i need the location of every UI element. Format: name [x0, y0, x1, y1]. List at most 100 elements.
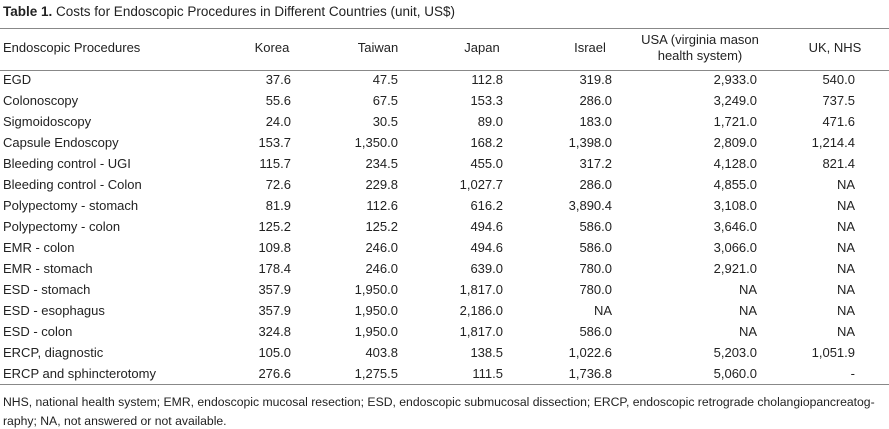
cell: 639.0: [470, 261, 503, 276]
cell: NA: [836, 261, 855, 276]
footnote-line: raphy; NA, not answered or not available…: [3, 414, 227, 428]
cell: NA: [738, 303, 757, 318]
row-label: Capsule Endoscopy: [3, 135, 119, 150]
row-label: Bleeding control - UGI: [3, 156, 131, 171]
cell: 112.6: [366, 198, 398, 213]
cell: NA: [836, 219, 855, 234]
cell: 72.6: [265, 177, 291, 192]
cell: 1,817.0: [459, 324, 503, 339]
cell: 1,950.0: [354, 282, 398, 297]
cell: 586.0: [579, 219, 612, 234]
cell: 1,350.0: [354, 135, 398, 150]
cell: 494.6: [470, 219, 503, 234]
cell: 234.5: [365, 156, 398, 171]
row-label: EMR - colon: [3, 240, 75, 255]
cell: 4,855.0: [713, 177, 757, 192]
row-label: ESD - colon: [3, 324, 73, 339]
cell: 1,275.5: [354, 366, 398, 381]
header-cell: Japan: [464, 40, 500, 55]
cell: 2,186.0: [459, 303, 503, 318]
cell: 1,736.8: [568, 366, 612, 381]
cell: 125.2: [258, 219, 291, 234]
cell: 2,933.0: [713, 72, 757, 87]
table-title: Costs for Endoscopic Procedures in Diffe…: [56, 4, 455, 19]
cell: 494.6: [470, 240, 503, 255]
cell: 178.4: [258, 261, 291, 276]
cell: 317.2: [579, 156, 612, 171]
cell: 780.0: [579, 282, 612, 297]
cell: 125.2: [365, 219, 398, 234]
cell: 1,022.6: [568, 345, 612, 360]
row-label: EMR - stomach: [3, 261, 93, 276]
header-cell: Endoscopic Procedures: [3, 40, 141, 55]
cell: 1,214.4: [811, 135, 855, 150]
cell: 1,950.0: [354, 303, 398, 318]
cell: NA: [738, 282, 757, 297]
header-cell: UK, NHS: [808, 40, 862, 55]
cell: 37.6: [265, 72, 291, 87]
cell: 2,809.0: [713, 135, 757, 150]
header-cell: USA (virginia mason health system): [641, 32, 759, 63]
table-caption: Table 1. Costs for Endoscopic Procedures…: [3, 4, 455, 20]
cell: 24.0: [265, 114, 291, 129]
cell: 324.8: [258, 324, 291, 339]
cell: 30.5: [372, 114, 398, 129]
cell: 112.8: [471, 72, 503, 87]
cell: 737.5: [822, 93, 855, 108]
cell: NA: [836, 324, 855, 339]
cell: 246.0: [365, 261, 398, 276]
cell: 357.9: [258, 303, 291, 318]
cell: 455.0: [470, 156, 503, 171]
cell: 780.0: [579, 261, 612, 276]
table-label: Table 1.: [3, 4, 53, 19]
cell: 246.0: [365, 240, 398, 255]
cell: 229.8: [365, 177, 398, 192]
cell: NA: [836, 282, 855, 297]
cell: 3,890.4: [568, 198, 612, 213]
cell: NA: [836, 240, 855, 255]
cell: 1,398.0: [568, 135, 612, 150]
row-label: ERCP, diagnostic: [3, 345, 104, 360]
cell: 5,203.0: [713, 345, 757, 360]
cell: 55.6: [265, 93, 291, 108]
cell: 286.0: [579, 93, 612, 108]
top-rule: [0, 28, 889, 29]
cell: 319.8: [579, 72, 612, 87]
header-cell: Israel: [574, 40, 606, 55]
cell: 1,051.9: [811, 345, 855, 360]
row-label: Bleeding control - Colon: [3, 177, 142, 192]
cell: 1,950.0: [354, 324, 398, 339]
cell: 4,128.0: [713, 156, 757, 171]
cell: 115.7: [259, 156, 291, 171]
cell: NA: [593, 303, 612, 318]
cell: 3,249.0: [713, 93, 757, 108]
row-label: ESD - stomach: [3, 282, 91, 297]
cell: 357.9: [258, 282, 291, 297]
header-cell: Taiwan: [357, 40, 399, 55]
cell: NA: [836, 198, 855, 213]
cell: 540.0: [822, 72, 855, 87]
cell: 5,060.0: [713, 366, 757, 381]
cell: 821.4: [822, 156, 855, 171]
row-label: EGD: [3, 72, 32, 87]
cell: 1,817.0: [459, 282, 503, 297]
cell: 183.0: [579, 114, 612, 129]
row-label: Polypectomy - stomach: [3, 198, 139, 213]
row-label: ERCP and sphincterotomy: [3, 366, 156, 381]
cell: NA: [738, 324, 757, 339]
row-label: ESD - esophagus: [3, 303, 105, 318]
header-rule: [0, 70, 889, 71]
cell: 2,921.0: [713, 261, 757, 276]
bottom-rule: [0, 384, 889, 385]
cell: NA: [836, 303, 855, 318]
cell: 1,027.7: [459, 177, 503, 192]
row-label: Polypectomy - colon: [3, 219, 121, 234]
cell: 3,108.0: [713, 198, 757, 213]
cell: 111.5: [472, 366, 503, 381]
cell: 89.0: [477, 114, 503, 129]
cell: 403.8: [365, 345, 398, 360]
cell: 586.0: [579, 240, 612, 255]
cell: 1,721.0: [713, 114, 757, 129]
cell: NA: [836, 177, 855, 192]
